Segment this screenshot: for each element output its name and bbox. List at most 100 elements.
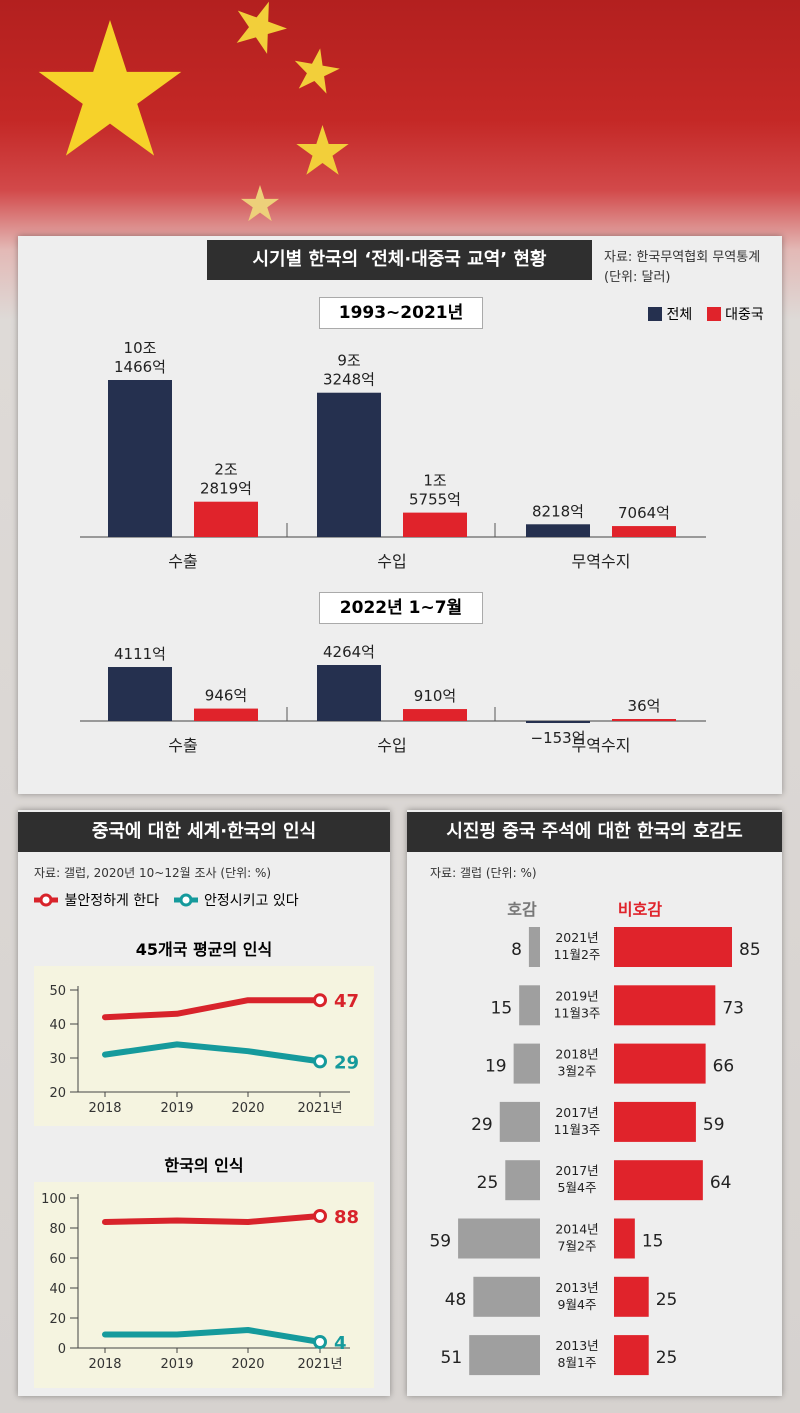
y-tick-label: 60 <box>49 1252 66 1267</box>
data-label: −153억 <box>531 729 586 747</box>
unfavorable-header: 비호감 <box>618 900 662 919</box>
perception-source: 자료: 갤럽, 2020년 10~12월 조사 (단위: %) <box>34 866 272 880</box>
date-label-week: 3월2주 <box>558 1064 597 1079</box>
date-label-week: 11월2주 <box>554 947 601 962</box>
favorable-bar <box>519 985 540 1026</box>
date-label-week: 5월4주 <box>558 1180 597 1195</box>
date-label-week: 9월4주 <box>558 1297 597 1312</box>
x-tick-label: 2020 <box>231 1101 264 1116</box>
bar-china <box>403 709 467 721</box>
unfavorable-bar <box>614 927 732 967</box>
bar-total <box>108 380 172 537</box>
y-tick-label: 100 <box>41 1192 66 1207</box>
y-tick-label: 20 <box>49 1312 66 1327</box>
x-tick-label: 2020 <box>231 1357 264 1372</box>
flag-star-large-icon <box>38 20 182 156</box>
category-label: 수입 <box>377 552 406 571</box>
data-label: 8218억 <box>532 502 584 520</box>
date-label-week: 11월3주 <box>554 1005 601 1020</box>
date-label-year: 2013년 <box>555 1338 598 1353</box>
x-tick-label: 2019 <box>160 1357 193 1372</box>
chart-subtitle-2022: 2022년 1~7월 <box>319 592 483 624</box>
date-label-year: 2018년 <box>555 1047 598 1062</box>
date-label-week: 8월1주 <box>558 1355 597 1370</box>
flag-star-small-icon <box>296 125 349 175</box>
favorable-bar <box>505 1160 540 1201</box>
bar-total <box>108 667 172 721</box>
favorable-header: 호감 <box>507 900 537 919</box>
data-label: 1466억 <box>114 358 166 376</box>
legend-label-stable: 안정시키고 있다 <box>203 893 299 909</box>
favorable-value: 19 <box>485 1057 507 1077</box>
favorability-panel <box>407 810 782 1396</box>
series-line <box>102 1041 323 1065</box>
end-value-label: 88 <box>334 1207 359 1228</box>
end-value-label: 47 <box>334 991 359 1012</box>
category-label: 무역수지 <box>572 552 631 571</box>
trade-panel-title: 시기별 한국의 ‘전체·대중국 교역’ 현황 <box>207 240 592 280</box>
legend-label-unstable: 불안정하게 한다 <box>64 893 160 909</box>
unfavorable-value: 15 <box>642 1232 664 1252</box>
y-tick-label: 30 <box>49 1052 66 1067</box>
unfavorable-bar <box>614 1276 649 1317</box>
x-tick-label: 2019 <box>160 1101 193 1116</box>
data-label: 1조 <box>423 472 447 490</box>
unfavorable-bar <box>614 1043 706 1084</box>
favorable-bar <box>513 1043 540 1084</box>
category-label: 수입 <box>377 736 406 755</box>
flag-star-small-icon <box>294 48 340 94</box>
end-point-marker <box>313 1335 327 1349</box>
flag-star-small-icon <box>240 185 280 222</box>
favorable-bar <box>458 1218 540 1259</box>
end-value-label: 4 <box>334 1333 347 1354</box>
data-label: 3248억 <box>323 371 375 389</box>
favorable-bar <box>528 927 540 967</box>
data-label: 4111억 <box>114 645 166 663</box>
favorable-bar <box>469 1335 540 1376</box>
date-label-year: 2021년 <box>555 930 598 945</box>
legend-marker-unstable-icon <box>34 893 58 907</box>
y-tick-label: 50 <box>49 984 66 999</box>
y-tick-label: 40 <box>49 1018 66 1033</box>
date-label-year: 2017년 <box>555 1163 598 1178</box>
data-label: 10조 <box>124 339 157 357</box>
unfavorable-value: 25 <box>656 1290 678 1310</box>
unfavorable-bar <box>614 1218 635 1259</box>
end-point-marker <box>313 1054 327 1069</box>
category-label: 수출 <box>168 736 197 755</box>
favorability-source: 자료: 갤럽 (단위: %) <box>430 866 537 880</box>
data-label: 36억 <box>628 697 661 715</box>
data-label: 946억 <box>205 687 247 705</box>
category-label: 무역수지 <box>572 736 631 755</box>
favorable-value: 15 <box>491 998 513 1018</box>
unfavorable-value: 66 <box>713 1057 735 1077</box>
unit-text: (단위: 달러) <box>604 270 671 285</box>
data-label: 2819억 <box>200 480 252 498</box>
legend-marker-stable-icon <box>173 893 198 907</box>
date-label-year: 2013년 <box>555 1280 598 1295</box>
x-tick-label: 2021년 <box>297 1357 342 1372</box>
legend-label-total: 전체 <box>666 307 693 323</box>
data-label: 4264억 <box>323 643 375 661</box>
data-label: 2조 <box>214 461 238 479</box>
date-label-week: 7월2주 <box>558 1239 597 1254</box>
date-label-week: 11월3주 <box>554 1122 601 1137</box>
bar-china <box>194 708 258 721</box>
bar-china <box>612 526 676 537</box>
perception-panel-title: 중국에 대한 세계·한국의 인식 <box>18 812 390 852</box>
flag-star-small-icon <box>236 1 287 54</box>
bar-china <box>194 501 258 537</box>
date-label-year: 2014년 <box>555 1222 598 1237</box>
perception-legend: 불안정하게 한다 안정시키고 있다 <box>32 890 299 910</box>
y-tick-label: 40 <box>49 1282 66 1297</box>
y-tick-label: 20 <box>49 1086 66 1101</box>
date-label-year: 2019년 <box>555 988 598 1003</box>
unfavorable-value: 85 <box>739 940 761 960</box>
favorable-value: 48 <box>445 1290 467 1310</box>
unfavorable-bar <box>614 985 716 1026</box>
y-tick-label: 0 <box>58 1342 66 1357</box>
series-line <box>102 1327 323 1345</box>
